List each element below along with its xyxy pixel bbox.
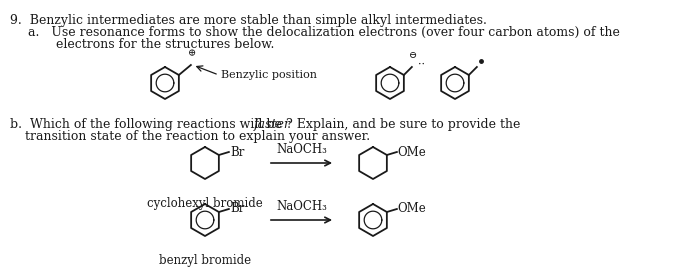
Text: Br: Br <box>230 203 244 215</box>
Text: benzyl bromide: benzyl bromide <box>159 254 251 267</box>
Text: OMe: OMe <box>398 203 426 215</box>
Text: OMe: OMe <box>398 146 426 159</box>
Text: cyclohexyl bromide: cyclohexyl bromide <box>147 197 263 210</box>
Text: 9.  Benzylic intermediates are more stable than simple alkyl intermediates.: 9. Benzylic intermediates are more stabl… <box>10 14 487 27</box>
Text: transition state of the reaction to explain your answer.: transition state of the reaction to expl… <box>25 130 370 143</box>
Text: faster: faster <box>254 118 290 131</box>
Text: NaOCH₃: NaOCH₃ <box>276 143 327 156</box>
Text: b.  Which of the following reactions will be: b. Which of the following reactions will… <box>10 118 286 131</box>
Text: Br: Br <box>230 146 244 159</box>
Text: a.   Use resonance forms to show the delocalization electrons (over four carbon : a. Use resonance forms to show the deloc… <box>28 26 620 39</box>
Text: NaOCH₃: NaOCH₃ <box>276 200 327 213</box>
Text: ··: ·· <box>418 60 425 70</box>
Text: electrons for the structures below.: electrons for the structures below. <box>28 38 274 51</box>
Text: ⊕: ⊕ <box>188 49 196 58</box>
Text: ⊖: ⊖ <box>409 51 417 60</box>
Text: Benzylic position: Benzylic position <box>221 70 317 80</box>
Text: ? Explain, and be sure to provide the: ? Explain, and be sure to provide the <box>286 118 521 131</box>
